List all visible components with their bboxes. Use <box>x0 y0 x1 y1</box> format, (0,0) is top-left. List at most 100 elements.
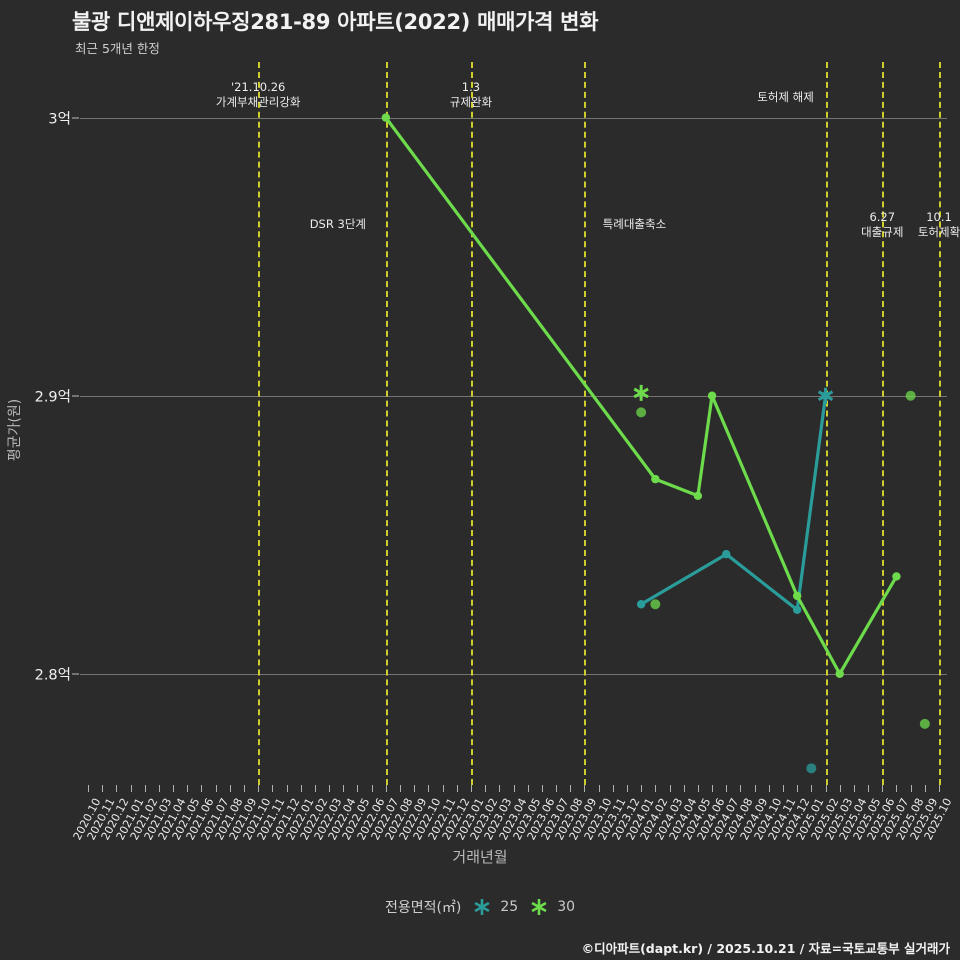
x-tick-mark <box>626 785 628 792</box>
legend-title: 전용면적(㎡) <box>384 900 462 916</box>
event-line-5 <box>882 62 885 785</box>
data-point-25-2[interactable] <box>792 605 802 615</box>
event-line-4 <box>825 62 828 785</box>
x-tick-mark <box>300 785 302 792</box>
data-point-30-6[interactable] <box>892 572 901 581</box>
gridline <box>80 395 947 397</box>
x-tick-mark <box>116 785 118 792</box>
x-tick-mark <box>797 785 799 792</box>
y-tick-label-1: 2.9억 <box>34 389 71 406</box>
x-tick-mark <box>726 785 728 792</box>
legend-marker-25 <box>474 899 490 915</box>
x-tick-mark <box>144 785 146 792</box>
x-tick-mark <box>470 785 472 792</box>
x-tick-mark <box>442 785 444 792</box>
y-tick-label-2: 2.8억 <box>34 667 71 684</box>
x-tick-mark <box>385 785 387 792</box>
legend: 전용면적(㎡) 25 30 <box>0 897 960 917</box>
legend-label-30: 30 <box>557 899 576 915</box>
data-point-30-3[interactable] <box>707 391 717 400</box>
x-tick-mark <box>641 785 643 792</box>
x-tick-mark <box>939 785 940 792</box>
x-tick-mark <box>910 785 912 792</box>
x-tick-mark <box>740 785 742 792</box>
x-tick-mark <box>853 785 855 792</box>
page-subtitle: 최근 5개년 한정 <box>75 41 160 56</box>
x-tick-mark <box>655 785 657 792</box>
event-line-3 <box>584 62 587 785</box>
x-tick-mark <box>924 785 926 792</box>
data-point-30-1[interactable] <box>651 474 660 484</box>
y-tick-mark <box>72 117 79 119</box>
x-tick-mark <box>499 785 501 792</box>
data-point-25-0[interactable] <box>636 600 646 609</box>
y-tick-mark <box>72 673 79 675</box>
y-axis-label: 평균가(원) <box>7 398 23 462</box>
x-tick-mark <box>229 785 231 792</box>
scatter-point-30-3[interactable] <box>905 390 916 401</box>
x-tick-mark <box>712 785 714 792</box>
scatter-point-30-1[interactable] <box>650 599 661 610</box>
series-line-25 <box>639 394 828 612</box>
x-tick-mark <box>456 785 458 792</box>
x-tick-mark <box>428 785 430 792</box>
x-tick-mark <box>839 785 841 792</box>
legend-item-30[interactable]: 30 <box>528 897 575 917</box>
data-point-30-0[interactable] <box>381 113 391 122</box>
scatter-point-30-2[interactable] <box>919 718 930 729</box>
event-line-0 <box>258 62 261 785</box>
event-line-2 <box>470 62 473 785</box>
plot-area: 3억 2.9억 2.8억 2020.10 2020.11 2020.12 2021.01 2… <box>35 62 960 842</box>
x-tick-mark <box>215 785 217 792</box>
data-point-30-5[interactable] <box>835 669 844 678</box>
legend-item-25[interactable]: 25 <box>471 897 518 917</box>
x-tick-mark <box>825 785 827 792</box>
x-tick-mark <box>244 785 246 792</box>
x-tick-mark <box>314 785 316 792</box>
star-marker-25-peak[interactable] <box>817 387 834 404</box>
x-tick-mark <box>768 785 770 792</box>
y-tick-mark <box>72 395 79 397</box>
x-tick-mark <box>782 785 784 792</box>
x-tick-mark <box>541 785 543 792</box>
x-tick-mark <box>130 785 132 792</box>
x-tick-mark <box>683 785 685 792</box>
event-line-1 <box>385 62 388 785</box>
scatter-point-30-0[interactable] <box>636 407 647 418</box>
x-tick-mark <box>272 785 274 792</box>
data-point-30-4[interactable] <box>792 591 802 601</box>
x-axis-label: 거래년월 <box>452 848 508 866</box>
x-tick-mark <box>414 785 416 792</box>
x-tick-mark <box>343 785 345 792</box>
x-tick-mark <box>669 785 671 792</box>
page-title: 불광 디앤제이하우징281-89 아파트(2022) 매매가격 변화 <box>72 10 599 34</box>
data-point-30-2[interactable] <box>693 491 703 500</box>
scatter-point-25-0[interactable] <box>806 763 817 774</box>
x-tick-mark <box>527 785 529 792</box>
x-tick-mark <box>868 785 870 792</box>
x-tick-mark <box>329 785 331 792</box>
legend-label-25: 25 <box>500 899 519 915</box>
x-tick-mark <box>570 785 572 792</box>
x-tick-mark <box>187 785 189 792</box>
x-tick-mark <box>697 785 699 792</box>
x-tick-mark <box>754 785 756 792</box>
footer-credit: ©디아파트(dapt.kr) / 2025.10.21 / 자료=국토교통부 실… <box>581 941 950 956</box>
x-tick-mark <box>102 785 104 792</box>
star-icon <box>531 899 547 915</box>
x-tick-mark <box>811 785 813 792</box>
star-marker-30-0[interactable] <box>633 384 649 401</box>
x-tick-mark <box>286 785 288 792</box>
x-tick-mark <box>173 785 175 792</box>
x-tick-mark <box>584 785 586 792</box>
x-tick-mark <box>513 785 515 792</box>
x-tick-mark <box>882 785 884 792</box>
x-tick-mark <box>612 785 614 792</box>
y-tick-label-0: 3억 <box>48 111 71 128</box>
gridline <box>80 117 947 119</box>
x-tick-mark <box>598 785 600 792</box>
x-tick-mark <box>400 785 402 792</box>
data-point-25-1[interactable] <box>722 549 731 559</box>
x-tick-mark <box>158 785 160 792</box>
